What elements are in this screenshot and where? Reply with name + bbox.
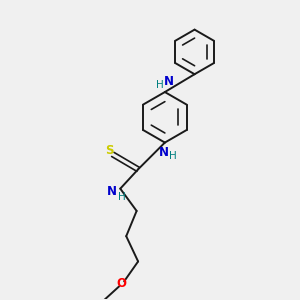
- Text: H: H: [156, 80, 164, 90]
- Text: O: O: [117, 277, 127, 290]
- Text: N: N: [164, 75, 173, 88]
- Text: N: N: [107, 185, 117, 198]
- Text: H: H: [169, 151, 177, 161]
- Text: S: S: [105, 144, 113, 158]
- Text: N: N: [159, 146, 169, 159]
- Text: H: H: [118, 192, 126, 202]
